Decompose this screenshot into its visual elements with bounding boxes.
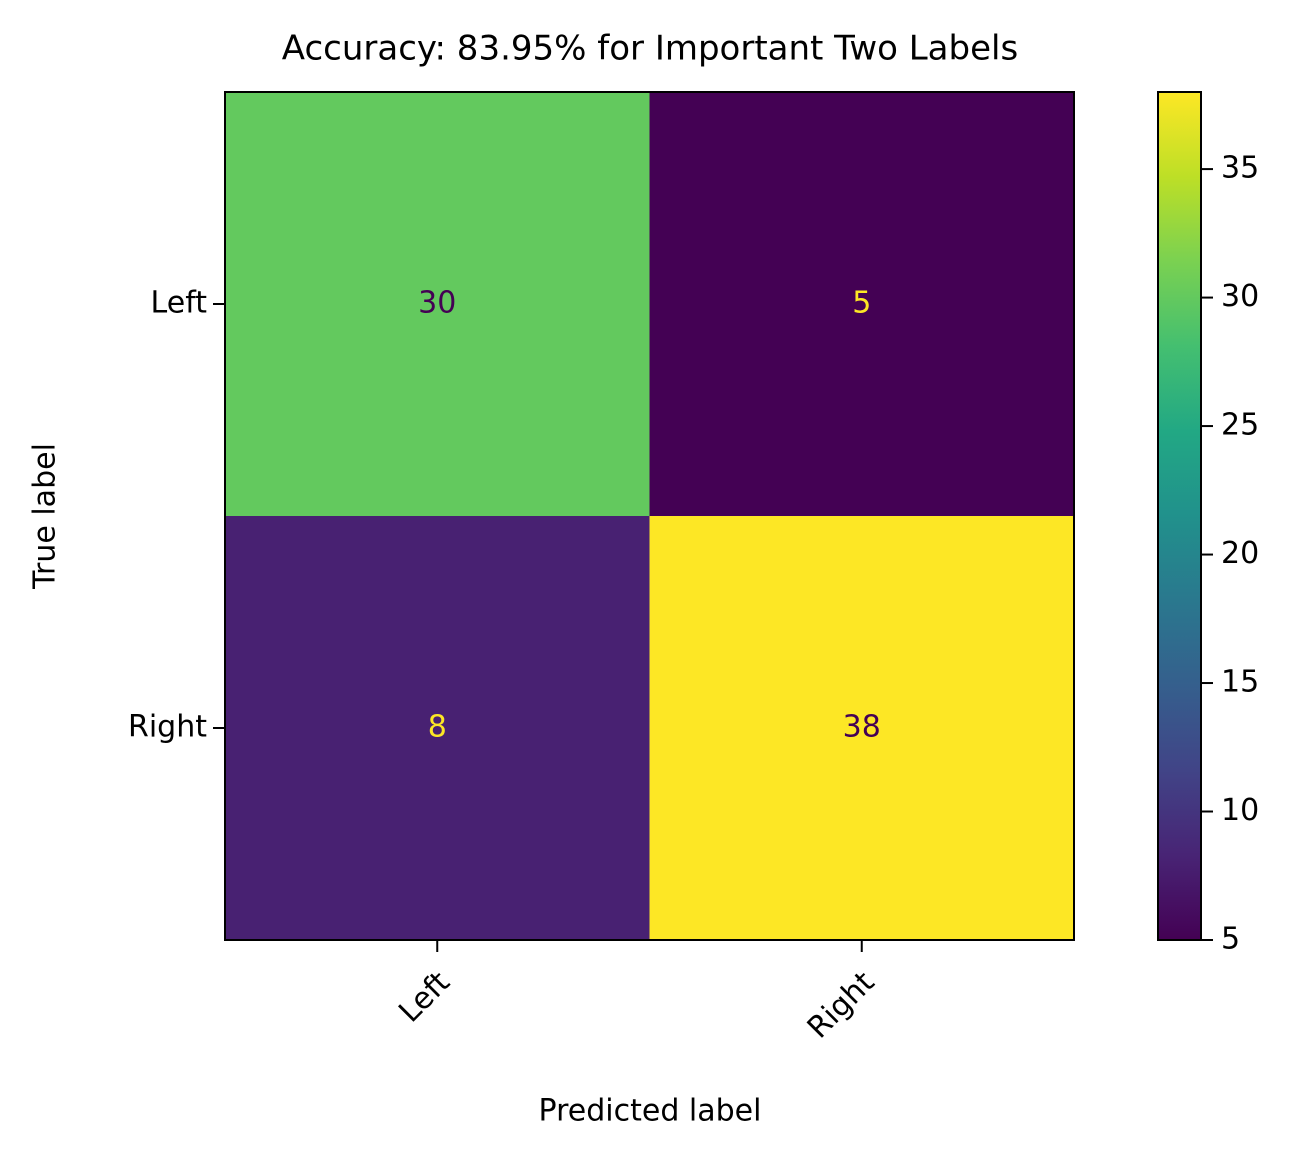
plot-frame (224, 91, 1075, 941)
y-tick-label: Left (151, 286, 208, 321)
cell-label: 38 (843, 710, 881, 745)
colorbar-tick-label: 35 (1221, 151, 1259, 186)
x-tick-label: Right (801, 965, 882, 1046)
colorbar-tick-label: 15 (1221, 665, 1259, 700)
heatmap-cell (649, 516, 1075, 941)
cell-label: 8 (428, 710, 447, 745)
heatmap-cell (225, 516, 650, 941)
cell-label: 5 (852, 286, 871, 321)
colorbar (1157, 91, 1202, 941)
colorbar-tick-label: 10 (1221, 793, 1259, 828)
cell-label: 30 (418, 286, 456, 321)
colorbar-tick-label: 5 (1221, 922, 1240, 957)
colorbar-tick-label: 25 (1221, 408, 1259, 443)
heatmap-cell (225, 92, 650, 517)
y-tick-label: Right (128, 710, 207, 745)
colorbar-tick-label: 20 (1221, 536, 1259, 571)
x-axis-label: Predicted label (539, 1094, 762, 1129)
x-tick-label: Left (392, 965, 457, 1030)
y-axis-label: True label (28, 443, 63, 590)
chart-title: Accuracy: 83.95% for Important Two Label… (282, 29, 1018, 69)
heatmap-cell (649, 92, 1075, 517)
colorbar-tick-label: 30 (1221, 279, 1259, 314)
